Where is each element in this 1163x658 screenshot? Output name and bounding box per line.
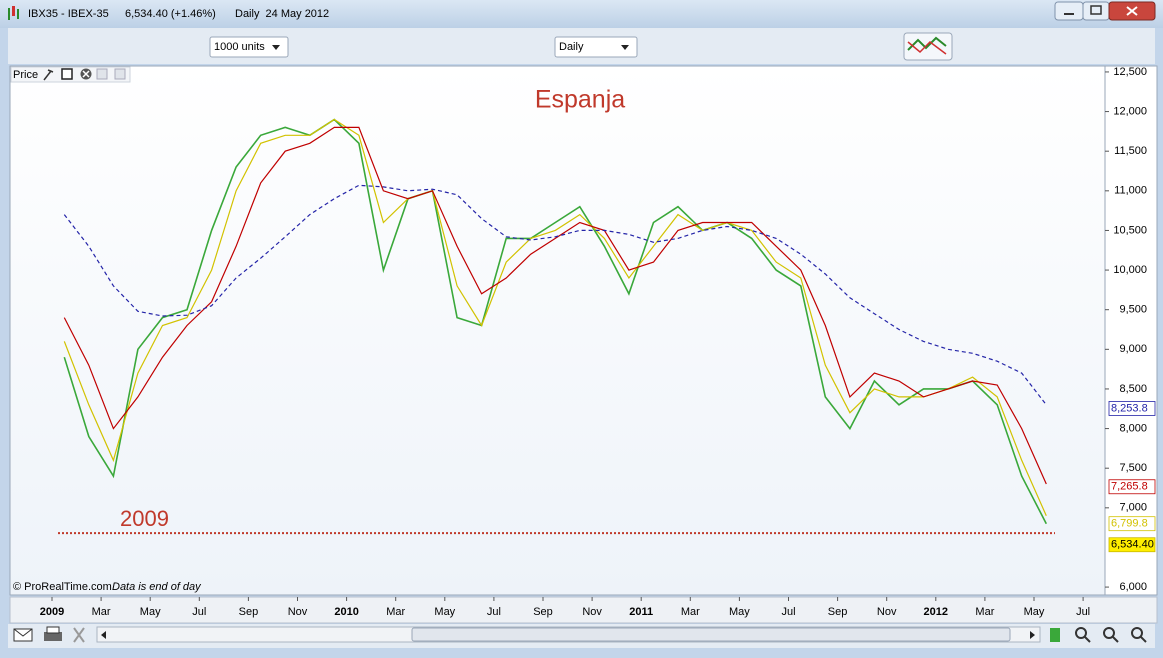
x-tick-label: Mar: [681, 606, 700, 618]
y-tick-label: 7,500: [1119, 462, 1147, 474]
end-value-label: 6,534.40: [1111, 539, 1154, 551]
x-tick-label: Sep: [828, 606, 848, 618]
x-tick-label: Jul: [192, 606, 206, 618]
x-tick-label: May: [140, 606, 161, 618]
y-tick-label: 11,500: [1114, 145, 1147, 157]
window-title: IBX35 - IBEX-35: [28, 8, 109, 20]
x-tick-label: Sep: [239, 606, 259, 618]
series-line: [63, 118, 1047, 516]
x-tick-label: May: [1024, 606, 1045, 618]
x-tick-label: 2009: [40, 606, 64, 618]
x-tick-label: Nov: [582, 606, 602, 618]
y-tick-label: 9,500: [1119, 304, 1147, 316]
dropdown-arrow: [272, 45, 280, 50]
time-axis: [9, 596, 1158, 624]
window-period: Daily 24 May 2012: [235, 8, 329, 20]
units-select[interactable]: [209, 36, 289, 58]
bottom-icons[interactable]: [13, 626, 85, 643]
timeframe-select[interactable]: [554, 36, 638, 58]
y-tick-label: 8,000: [1119, 422, 1147, 434]
y-tick-label: 8,500: [1119, 383, 1147, 395]
indicator-button[interactable]: [903, 32, 953, 61]
footer-note: Data is end of day: [112, 581, 202, 593]
x-tick-label: Jul: [487, 606, 501, 618]
x-tick-label: Jul: [781, 606, 795, 618]
window-buttons[interactable]: [1054, 1, 1156, 21]
y-tick-label: 7,000: [1119, 502, 1147, 514]
app-icon: [8, 6, 19, 20]
y-tick-label: 10,500: [1113, 224, 1147, 236]
series-line: [63, 126, 1047, 485]
panel-label: Price: [13, 69, 38, 81]
end-value-box: [1108, 479, 1156, 495]
x-tick-label: Nov: [288, 606, 308, 618]
x-tick-label: Mar: [975, 606, 994, 618]
zoom-icons[interactable]: [1050, 627, 1147, 643]
scroll-right[interactable]: [1030, 631, 1035, 639]
units-label: 1000 units: [214, 41, 265, 53]
y-tick-label: 10,000: [1113, 264, 1147, 276]
end-value-label: 8,253.8: [1111, 402, 1148, 414]
y-tick-label: 12,500: [1113, 66, 1147, 78]
reference-label: 2009: [120, 506, 169, 531]
x-tick-label: May: [729, 606, 750, 618]
end-value-box: [1108, 401, 1156, 416]
plot-area: [9, 65, 1106, 596]
panel-icons[interactable]: [43, 68, 126, 81]
scroll-thumb[interactable]: [411, 627, 1011, 642]
x-tick-label: 2010: [334, 606, 358, 618]
x-tick-label: May: [434, 606, 455, 618]
window-quote: 6,534.40 (+1.46%): [125, 8, 216, 20]
x-tick-label: 2012: [924, 606, 948, 618]
end-value-label: 6,799.8: [1111, 518, 1148, 530]
footer-source: © ProRealTime.com: [13, 581, 112, 593]
x-tick-label: Jul: [1076, 606, 1090, 618]
x-tick-label: 2011: [629, 606, 653, 618]
x-tick-label: Mar: [92, 606, 111, 618]
dropdown-arrow: [621, 45, 629, 50]
x-tick-label: Nov: [877, 606, 897, 618]
scroll-left[interactable]: [101, 631, 106, 639]
title-bar: [0, 0, 1163, 28]
end-value-box: [1108, 537, 1156, 553]
y-tick-label: 11,000: [1114, 185, 1147, 197]
chart-title: Espanja: [535, 86, 625, 114]
x-tick-label: Sep: [533, 606, 553, 618]
y-tick-label: 12,000: [1113, 105, 1147, 117]
x-tick-label: Mar: [386, 606, 405, 618]
end-value-box: [1108, 516, 1156, 532]
end-value-label: 7,265.8: [1111, 481, 1148, 493]
y-tick-label: 6,000: [1119, 581, 1147, 593]
timeframe-label: Daily: [559, 41, 584, 53]
series-line: [63, 118, 1048, 525]
series-line: [63, 184, 1047, 406]
price-axis: [1104, 65, 1158, 596]
y-tick-label: 9,000: [1119, 343, 1147, 355]
